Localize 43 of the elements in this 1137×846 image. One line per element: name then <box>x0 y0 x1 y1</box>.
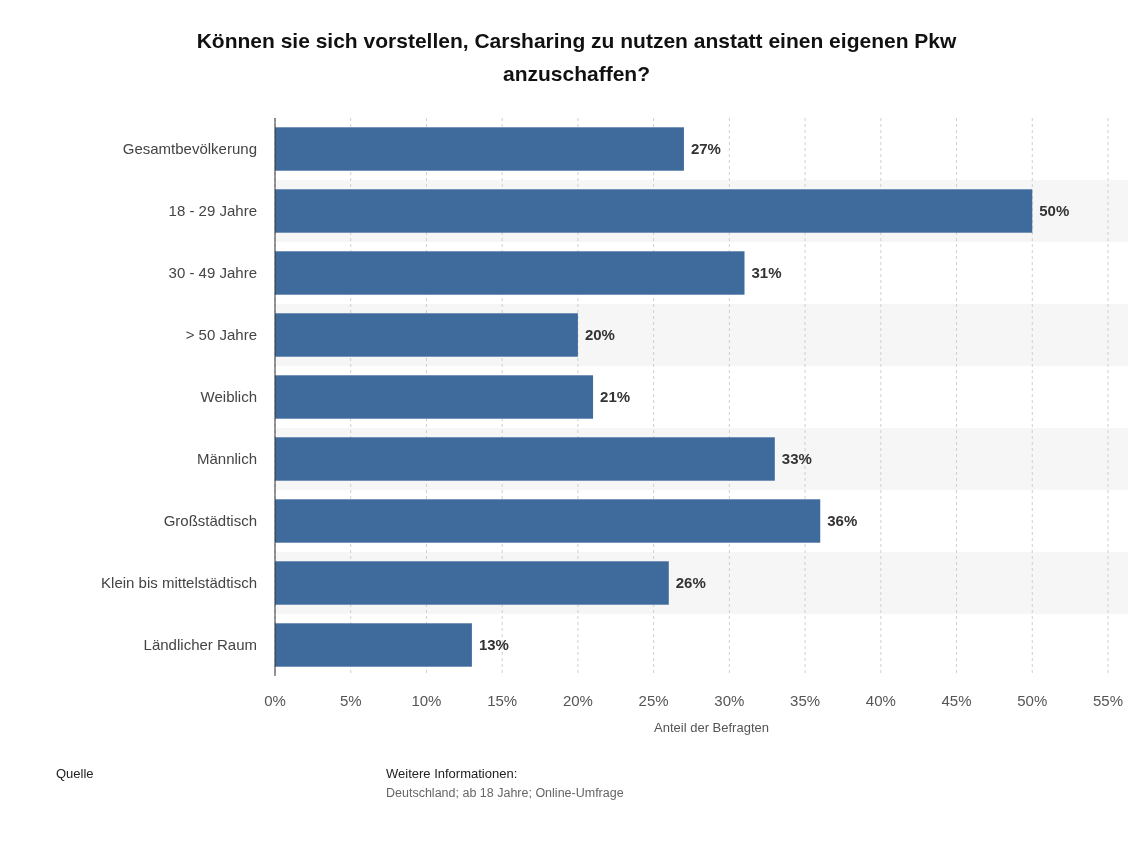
x-tick-label: 45% <box>941 692 972 709</box>
x-tick-label: 15% <box>487 692 518 709</box>
x-tick-label: 50% <box>1017 692 1048 709</box>
bar <box>275 251 745 295</box>
x-tick-label: 30% <box>714 692 745 709</box>
bar <box>275 437 775 481</box>
data-label: 20% <box>584 326 615 344</box>
x-tick-label: 5% <box>339 692 362 709</box>
data-label: 50% <box>1039 202 1070 220</box>
x-tick-label: 25% <box>638 692 669 709</box>
y-tick-label: Großstädtisch <box>163 512 257 530</box>
data-label: 13% <box>478 636 509 654</box>
x-tick-label: 40% <box>865 692 896 709</box>
bar <box>275 561 669 605</box>
data-label: 36% <box>827 512 858 530</box>
y-tick-label: Weiblich <box>200 388 257 406</box>
x-axis-title: Anteil der Befragten <box>654 720 769 735</box>
x-tick-label: 35% <box>790 692 821 709</box>
y-tick-label: Gesamtbevölkerung <box>122 140 257 158</box>
bar <box>275 313 578 357</box>
x-tick-label: 20% <box>562 692 593 709</box>
y-tick-label: > 50 Jahre <box>185 326 257 344</box>
data-label: 31% <box>751 264 782 282</box>
bar <box>275 623 472 667</box>
y-tick-label: 18 - 29 Jahre <box>168 202 257 220</box>
bar <box>275 375 594 419</box>
bar <box>275 127 684 171</box>
data-label: 26% <box>675 574 706 592</box>
chart-title: Können sie sich vorstellen, Carsharing zu nutzen anstatt einen eigenen Pkw anzuschaffen? <box>196 29 957 85</box>
text: Weitere Informationen: <box>386 766 518 781</box>
data-label: 21% <box>600 388 631 406</box>
y-tick-label: Ländlicher Raum <box>143 636 257 654</box>
text: Quelle <box>56 766 94 781</box>
y-tick-label: Klein bis mittelstädtisch <box>101 574 257 592</box>
x-tick-label: 55% <box>1092 692 1124 709</box>
bar <box>275 499 821 543</box>
data-label: 33% <box>781 450 812 468</box>
data-label: 27% <box>690 140 721 158</box>
x-tick-label: 0% <box>264 692 286 709</box>
y-tick-label: Männlich <box>196 450 257 468</box>
y-tick-label: 30 - 49 Jahre <box>168 264 257 282</box>
x-tick-label: 10% <box>411 692 442 709</box>
text: Deutschland; ab 18 Jahre; Online-Umfrage <box>386 786 624 800</box>
